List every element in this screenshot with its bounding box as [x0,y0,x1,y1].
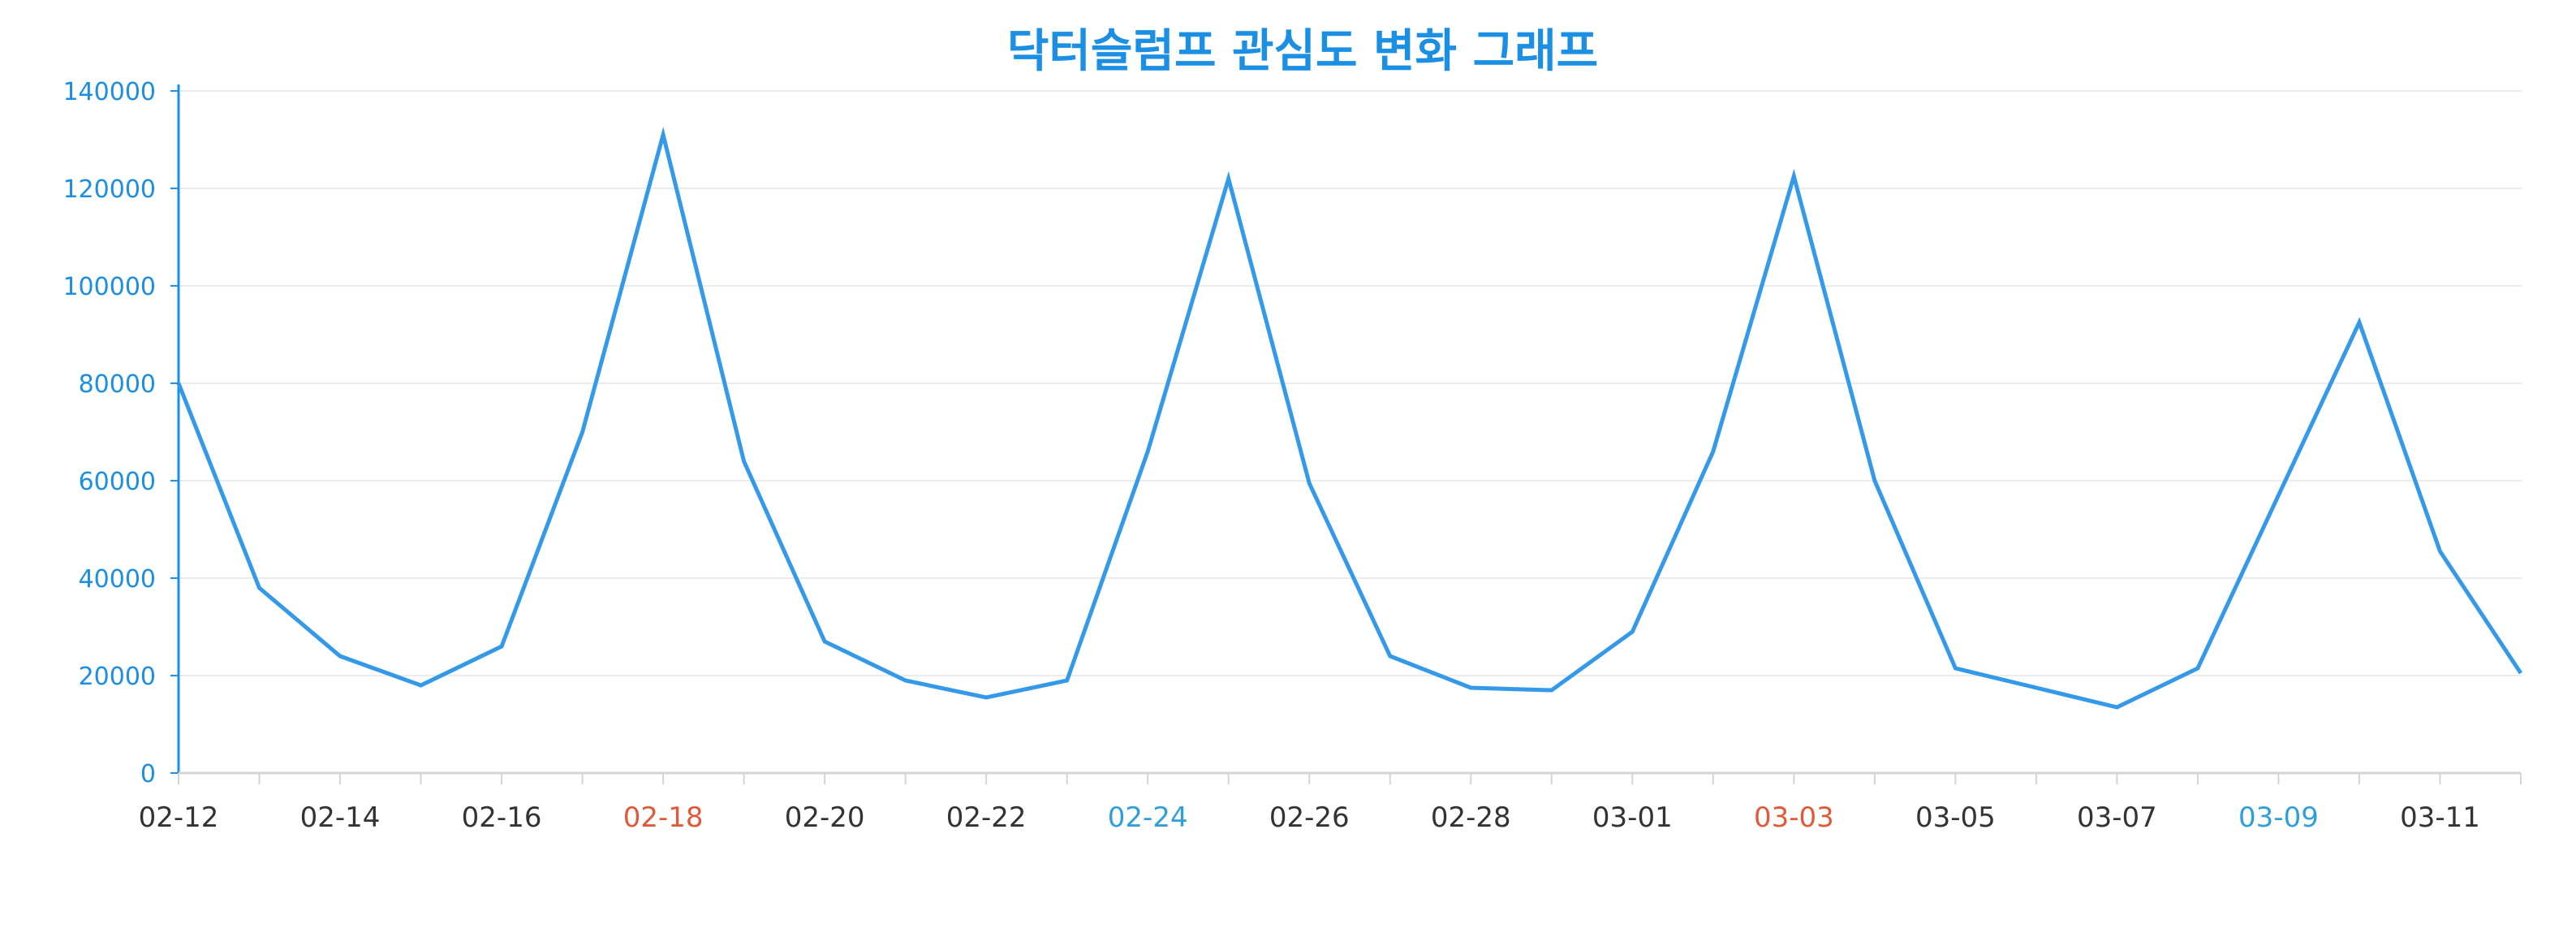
x-tick-label: 03-11 [2400,801,2480,834]
y-tick-label: 40000 [79,565,156,594]
series-line [176,127,2523,710]
data-point [1872,478,1877,483]
data-point [419,683,424,688]
data-point [2437,549,2442,554]
x-tick-label: 02-12 [139,801,219,834]
data-point [822,639,827,644]
x-tick-label: 02-22 [946,801,1027,834]
x-tick-label: 02-20 [785,801,865,834]
x-tick-label: 02-16 [462,801,542,834]
series-layer [176,127,2523,710]
data-point [1226,176,1231,181]
data-point [499,644,504,649]
data-point [1549,688,1554,693]
data-point [338,654,342,659]
x-tick-label: 02-24 [1108,801,1188,834]
x-axis-ticks: 02-12 02-14 02-16 02-18 02-20 02-22 02-24 02-26… [139,773,2522,834]
data-point [1145,449,1150,454]
gridlines [179,90,2521,676]
x-tick-label: 03-03 [1754,801,1834,834]
data-point [1065,678,1070,683]
y-tick-label: 0 [140,760,156,788]
data-point [580,430,585,434]
x-tick-label: 02-28 [1431,801,1511,834]
y-axis-ticks: 0 20000 40000 60000 80000 100000 120000 140000 [62,78,179,788]
data-point [661,132,666,137]
data-point [742,459,747,464]
x-tick-label: 03-09 [2238,801,2319,834]
data-point [1791,174,1796,179]
y-tick-label: 80000 [79,370,156,399]
data-point [984,695,989,700]
data-point [1388,654,1393,659]
data-point [2357,320,2362,325]
data-point [2276,493,2281,498]
y-tick-label: 120000 [62,175,156,204]
data-point [1711,449,1716,454]
y-tick-label: 100000 [62,273,156,301]
data-point [903,678,908,683]
axes [177,84,2521,775]
x-tick-label: 02-26 [1269,801,1350,834]
data-point [1468,685,1473,690]
data-point [2195,666,2200,671]
x-tick-label: 03-07 [2077,801,2157,834]
x-tick-label: 03-05 [1915,801,1996,834]
data-point [2034,685,2039,690]
data-point [2114,705,2119,710]
y-tick-label: 140000 [62,78,156,106]
data-point [2518,671,2523,676]
y-tick-label: 20000 [79,663,156,691]
x-tick-label: 02-18 [623,801,704,834]
x-tick-label: 03-01 [1592,801,1673,834]
data-point [1630,629,1635,634]
data-point [257,585,262,590]
chart-title: 닥터슬럼프 관심도 변화 그래프 [1007,25,1598,78]
x-tick-label: 02-14 [300,801,381,834]
y-tick-label: 60000 [79,468,156,496]
data-point [1953,666,1958,671]
data-point [1307,481,1312,486]
